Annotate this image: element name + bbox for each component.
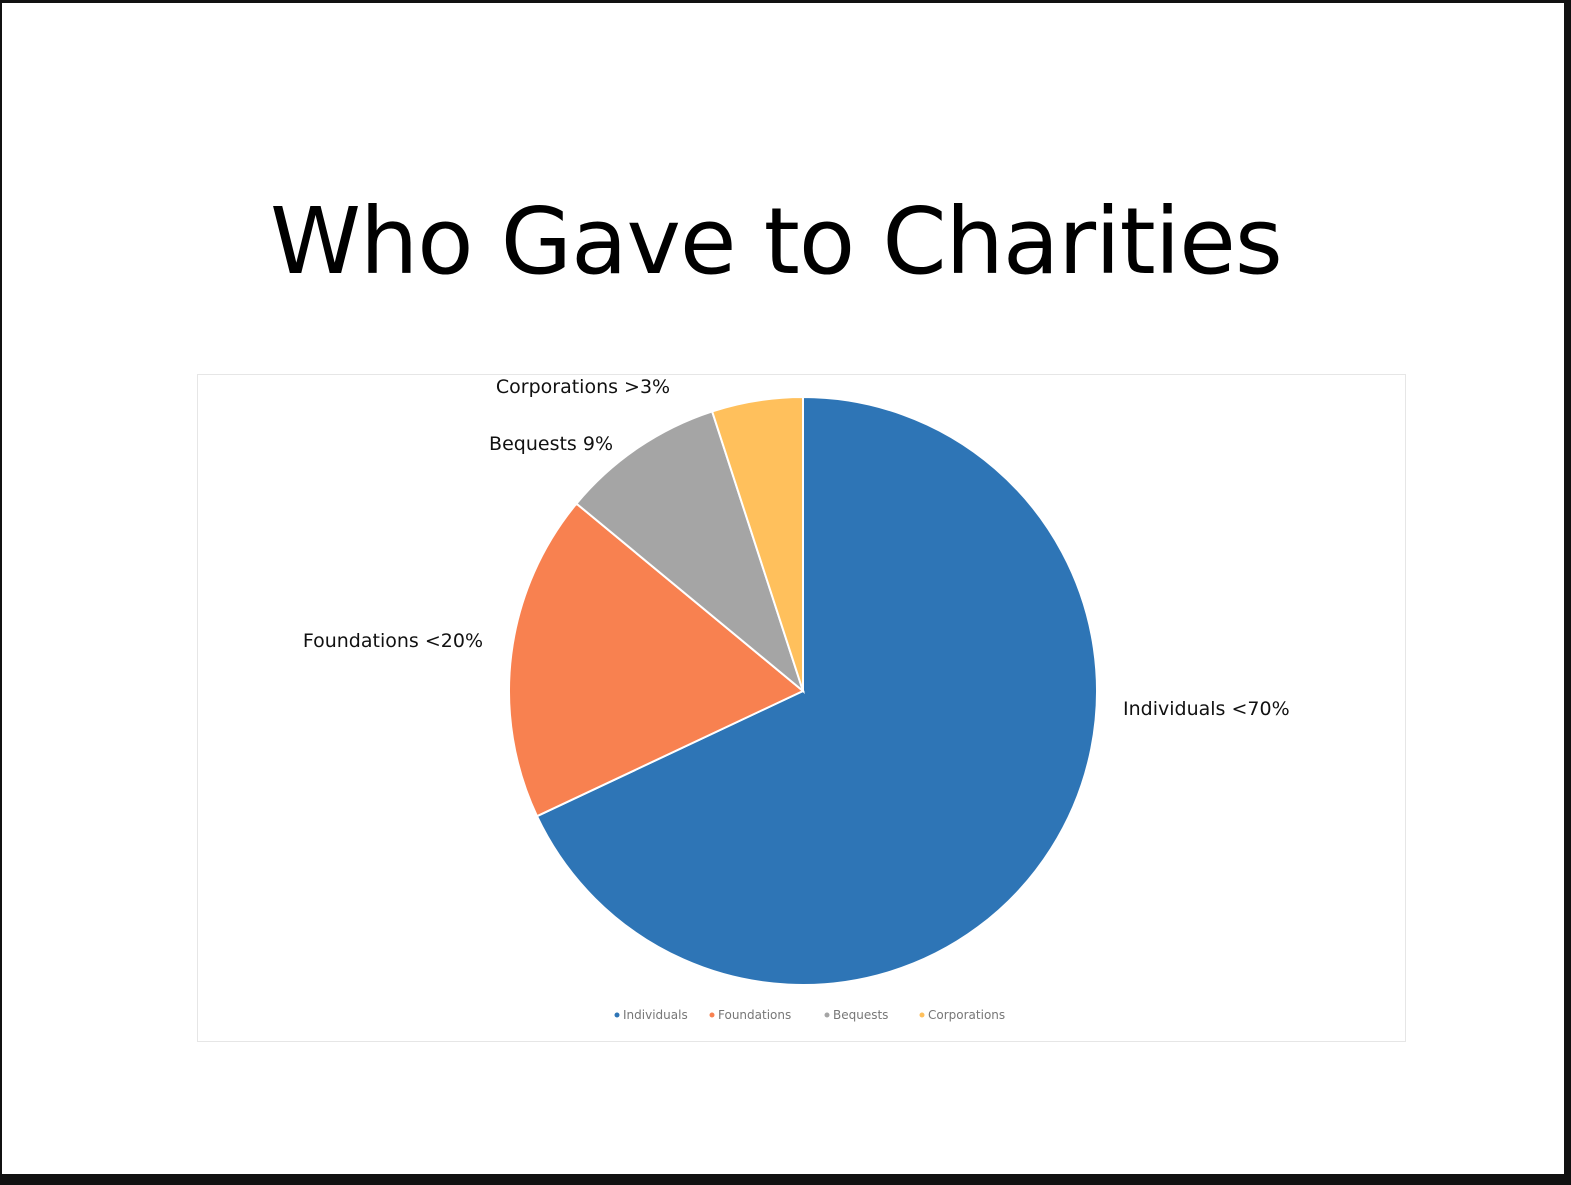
data-label-bequests: Bequests 9% [489,433,613,455]
legend-marker-individuals [614,1012,620,1018]
legend-label-foundations: Foundations [718,1008,791,1022]
legend-marker-foundations [709,1012,715,1018]
legend-marker-corporations [919,1012,925,1018]
legend-marker-bequests [824,1012,830,1018]
pie-chart: Individuals <70% Foundations <20% Bequests… [197,374,1406,1042]
pie-chart-svg: Individuals <70% Foundations <20% Bequests… [303,376,1290,1022]
data-label-individuals: Individuals <70% [1123,698,1290,720]
pie-slice-corporations [710,395,804,692]
pie-slice-foundations [508,502,805,818]
pie-slice-individuals [535,395,1098,986]
data-label-foundations: Foundations <20% [303,630,483,652]
pie-slice-bequests [575,410,806,694]
slide-title: Who Gave to Charities [270,188,1283,295]
slide: Who Gave to Charities Individuals <70% Fo… [2,3,1564,1174]
legend-label-corporations: Corporations [928,1008,1005,1022]
data-label-corporations: Corporations >3% [496,376,670,398]
legend-label-individuals: Individuals [623,1008,688,1022]
legend-label-bequests: Bequests [833,1008,888,1022]
